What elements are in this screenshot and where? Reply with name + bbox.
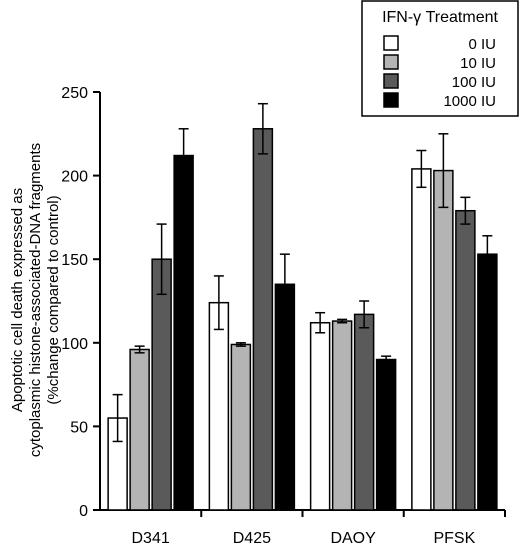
legend-label: 100 IU: [452, 74, 496, 91]
bar: [433, 169, 454, 511]
bar: [252, 128, 274, 511]
axes: 0 50 100 150 200 250 D341 D425 DAOY PFSK: [61, 85, 506, 547]
bar: [331, 320, 353, 511]
legend-label: 1000 IU: [443, 93, 496, 110]
bar: [455, 209, 476, 511]
legend-swatch: [383, 54, 399, 70]
bar: [151, 258, 172, 511]
legend-swatch: [383, 92, 399, 108]
y-tick-label: 50: [70, 419, 88, 436]
legend-items: 0 IU 10 IU 100 IU 1000 IU: [383, 35, 496, 110]
y-tick-label: 100: [61, 336, 88, 353]
y-axis-label-line-1: Apoptotic cell death expressed as: [9, 188, 26, 412]
y-axis-label-line-2: cytoplasmic histone-associated-DNA fragm…: [27, 143, 44, 457]
y-tick-label: 200: [61, 169, 88, 186]
x-tick-label: DAOY: [330, 530, 376, 547]
bar: [353, 313, 375, 511]
bar: [129, 348, 150, 511]
x-tick-label: PFSK: [433, 530, 475, 547]
bar: [411, 168, 432, 511]
legend-swatch: [383, 73, 399, 89]
x-tick-label: D341: [132, 530, 170, 547]
y-tick-label: 150: [61, 252, 88, 269]
legend-label: 0 IU: [468, 36, 496, 53]
legend: IFN-γ Treatment 0 IU 10 IU 100 IU 1000 IU: [361, 0, 519, 117]
y-axis-label: Apoptotic cell death expressed as cytopl…: [9, 143, 62, 457]
bar: [230, 343, 252, 511]
bar: [309, 321, 331, 511]
legend-title: IFN-γ Treatment: [382, 9, 498, 26]
bar: [477, 253, 498, 511]
y-tick-label: 250: [61, 85, 88, 102]
bar: [375, 358, 397, 511]
y-axis-label-line-3: (%change compared to control): [45, 195, 62, 404]
x-tick-label: D425: [233, 530, 271, 547]
legend-swatch: [383, 35, 399, 51]
bar: [173, 154, 194, 511]
legend-label: 10 IU: [460, 55, 496, 72]
y-tick-label: 0: [79, 503, 88, 520]
bar: [208, 301, 230, 511]
bar: [274, 283, 296, 511]
bars: [107, 102, 498, 511]
